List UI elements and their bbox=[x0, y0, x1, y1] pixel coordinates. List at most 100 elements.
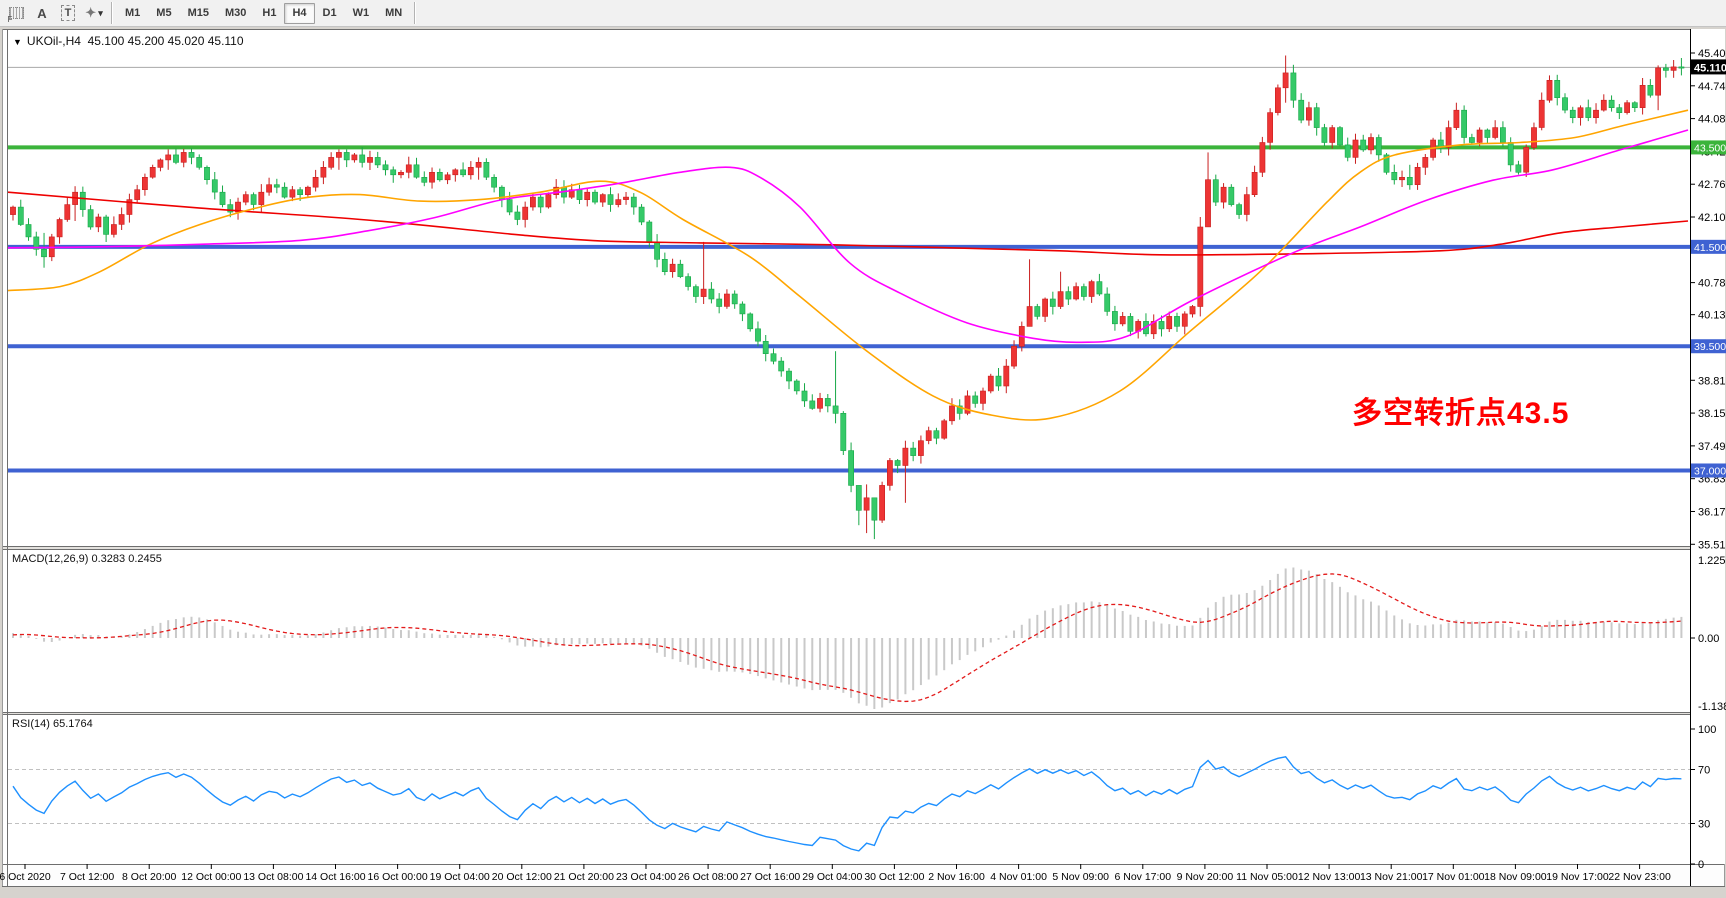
chart-background bbox=[2, 29, 1725, 886]
level-price-badge-text: 39.500 bbox=[1694, 341, 1726, 353]
rsi-axis-label: 0 bbox=[1698, 859, 1704, 871]
level-price-badge bbox=[1691, 140, 1726, 155]
level-price-badge bbox=[1691, 339, 1726, 354]
cycles-icon[interactable]: ✦ ▾ bbox=[82, 3, 106, 24]
time-tick-label: 14 Oct 16:00 bbox=[305, 871, 365, 883]
price-tick-label: 42.100 bbox=[1698, 212, 1726, 224]
price-tick-label: 40.780 bbox=[1698, 278, 1726, 290]
time-axis-strip[interactable] bbox=[2, 864, 1725, 886]
rsi-axis-label: 100 bbox=[1698, 724, 1716, 736]
rsi-axis-label: 30 bbox=[1698, 819, 1710, 831]
rsi-value: 65.1764 bbox=[52, 718, 93, 730]
time-tick-label: 16 Oct 00:00 bbox=[368, 871, 428, 883]
panel-separator[interactable] bbox=[2, 547, 1725, 549]
price-tick-label: 45.400 bbox=[1698, 48, 1726, 60]
toolbar: F A T ✦ ▾ M1 M5 M15 M30 H1 H4 D1 W1 MN bbox=[0, 0, 1726, 27]
candlestick-series bbox=[10, 55, 1685, 540]
ma-slow-red bbox=[7, 191, 1689, 256]
macd-indicator-label: MACD(12,26,9) 0.3283 0.2455 bbox=[12, 553, 162, 565]
collapse-triangle-icon[interactable]: ▼ bbox=[13, 37, 22, 47]
time-tick-label: 7 Oct 12:00 bbox=[60, 871, 114, 883]
macd-signal-value: 0.2455 bbox=[128, 553, 162, 565]
ma-fast-orange bbox=[7, 109, 1689, 421]
current-price-badge-text: 45.110 bbox=[1694, 62, 1726, 74]
time-tick-label: 27 Oct 16:00 bbox=[740, 871, 800, 883]
time-tick-label: 23 Oct 04:00 bbox=[616, 871, 676, 883]
time-tick-label: 20 Oct 12:00 bbox=[492, 871, 552, 883]
macd-axis-max: 1.2251 bbox=[1698, 555, 1726, 567]
grid-icon-glyph: F bbox=[8, 7, 24, 24]
level-price-badge-text: 37.000 bbox=[1694, 465, 1726, 477]
chart-title: ▼ UKOil-,H4 45.100 45.200 45.020 45.110 bbox=[13, 34, 244, 48]
timeframe-button-h1[interactable]: H1 bbox=[262, 6, 277, 19]
grid-icon-label: F bbox=[7, 15, 13, 24]
time-tick-label: 12 Oct 00:00 bbox=[181, 871, 241, 883]
time-tick-label: 21 Oct 20:00 bbox=[554, 871, 614, 883]
level-price-badge-text: 43.500 bbox=[1694, 142, 1726, 154]
time-tick-label: 13 Nov 21:00 bbox=[1360, 871, 1423, 883]
current-price-badge bbox=[1691, 59, 1726, 75]
price-tick-label: 38.155 bbox=[1698, 408, 1726, 420]
text-icon-glyph: T bbox=[60, 5, 76, 21]
time-tick-label: 26 Oct 08:00 bbox=[678, 871, 738, 883]
macd-signal-line bbox=[12, 573, 1682, 703]
time-tick-label: 22 Nov 23:00 bbox=[1608, 871, 1671, 883]
timeframe-button-m15[interactable]: M15 bbox=[187, 6, 209, 19]
ma-mid-magenta bbox=[7, 129, 1689, 344]
time-tick-label: 9 Nov 20:00 bbox=[1177, 871, 1234, 883]
time-tick-label: 19 Oct 04:00 bbox=[430, 871, 490, 883]
level-price-badge-text: 41.500 bbox=[1694, 242, 1726, 254]
rsi-line bbox=[12, 756, 1682, 852]
panel-separator[interactable] bbox=[2, 713, 1725, 714]
rsi-axis-label: 70 bbox=[1698, 765, 1710, 777]
chart-text-annotation[interactable]: 多空转折点43.5 bbox=[1352, 397, 1570, 430]
price-axis[interactable] bbox=[1691, 29, 1725, 864]
timeframe-button-h4[interactable]: H4 bbox=[284, 2, 315, 24]
price-tick-label: 37.495 bbox=[1698, 441, 1726, 453]
font-icon-glyph: A bbox=[37, 5, 47, 21]
chart-symbol-period: UKOil-,H4 bbox=[26, 34, 81, 48]
rsi-indicator-label: RSI(14) 65.1764 bbox=[12, 718, 93, 730]
price-tick-label: 44.740 bbox=[1698, 81, 1726, 93]
toolbar-separator bbox=[111, 2, 113, 24]
time-tick-label: 6 Nov 17:00 bbox=[1114, 871, 1171, 883]
timeframe-button-m30[interactable]: M30 bbox=[224, 6, 247, 19]
time-tick-label: 30 Oct 12:00 bbox=[864, 871, 924, 883]
cycles-icon-glyph: ✦ bbox=[85, 5, 97, 20]
macd-axis-min: -1.1383 bbox=[1698, 701, 1726, 713]
timeframe-button-group: M1 M5 M15 M30 H1 H4 D1 W1 MN bbox=[117, 2, 410, 24]
price-tick-label: 38.815 bbox=[1698, 375, 1726, 387]
macd-histogram bbox=[12, 567, 1683, 709]
timeframe-button-w1[interactable]: W1 bbox=[352, 6, 370, 19]
price-tick-label: 35.515 bbox=[1698, 539, 1726, 551]
toolbar-separator bbox=[414, 2, 417, 24]
timeframe-button-m5[interactable]: M5 bbox=[156, 6, 172, 19]
dropdown-caret-icon: ▾ bbox=[98, 7, 103, 18]
text-icon[interactable]: T bbox=[56, 3, 80, 24]
macd-main-value: 0.3283 bbox=[91, 553, 126, 565]
macd-axis-zero: 0.00 bbox=[1698, 633, 1719, 645]
rsi-name: RSI(14) bbox=[12, 718, 50, 730]
time-tick-label: 12 Nov 13:00 bbox=[1298, 871, 1361, 883]
time-tick-label: 19 Nov 17:00 bbox=[1546, 871, 1609, 883]
time-tick-label: 29 Oct 04:00 bbox=[802, 871, 862, 883]
time-tick-label: 4 Nov 01:00 bbox=[990, 871, 1047, 883]
time-tick-label: 6 Oct 2020 bbox=[0, 871, 51, 883]
time-tick-label: 18 Nov 09:00 bbox=[1484, 871, 1547, 883]
time-tick-label: 11 Nov 05:00 bbox=[1236, 871, 1298, 883]
timeframe-button-m1[interactable]: M1 bbox=[125, 6, 141, 19]
price-tick-label: 42.760 bbox=[1698, 179, 1726, 191]
timeframe-button-mn[interactable]: MN bbox=[385, 6, 403, 19]
font-icon[interactable]: A bbox=[30, 3, 54, 24]
time-tick-label: 17 Nov 01:00 bbox=[1422, 871, 1485, 883]
level-price-badge bbox=[1691, 239, 1726, 254]
price-tick-label: 40.135 bbox=[1698, 310, 1726, 322]
timeframe-button-d1[interactable]: D1 bbox=[322, 6, 337, 19]
time-tick-label: 2 Nov 16:00 bbox=[928, 871, 985, 883]
level-price-badge bbox=[1691, 463, 1726, 478]
grid-icon[interactable]: F bbox=[4, 3, 28, 24]
time-tick-label: 5 Nov 09:00 bbox=[1052, 871, 1109, 883]
chart-ohlc-values: 45.100 45.200 45.020 45.110 bbox=[87, 34, 244, 48]
